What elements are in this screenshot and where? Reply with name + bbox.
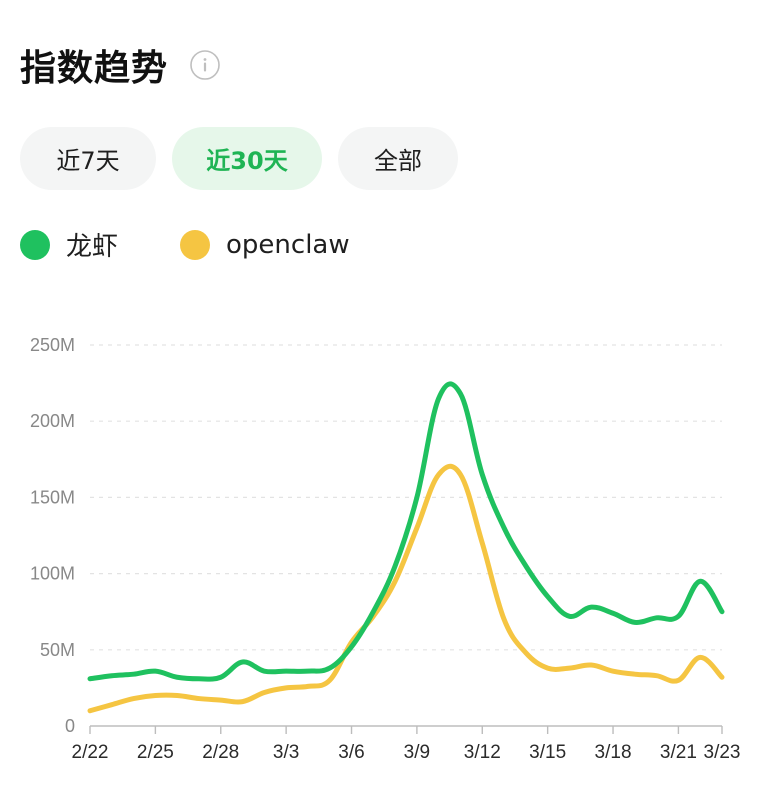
legend-item-series-1[interactable]: 龙虾: [20, 226, 118, 263]
tab-all[interactable]: 全部: [338, 127, 458, 190]
y-tick-label: 50M: [40, 640, 75, 660]
time-range-tabs: 近7天 近30天 全部: [20, 127, 458, 190]
page-title: 指数趋势: [20, 48, 169, 89]
x-tick-label: 3/15: [529, 742, 566, 763]
series-line-longxia: [87, 381, 725, 682]
legend-item-series-2[interactable]: openclaw: [180, 229, 350, 260]
legend-label-series-2: openclaw: [226, 229, 350, 260]
x-tick-label: 3/6: [338, 742, 364, 763]
y-tick-label: 250M: [30, 335, 75, 355]
x-tick-label: 2/28: [202, 742, 239, 763]
y-tick-label: 150M: [30, 487, 75, 507]
x-tick-label: 3/12: [464, 742, 501, 763]
legend-dot-series-2: [180, 229, 211, 260]
tab-30-days[interactable]: 近30天: [172, 127, 322, 190]
y-tick-label: 100M: [30, 564, 75, 584]
x-tick-label: 3/18: [595, 742, 632, 763]
x-tick-label: 3/21: [660, 742, 697, 763]
chart-legend: 龙虾 openclaw: [20, 226, 412, 263]
x-tick-label: 2/25: [137, 742, 174, 763]
series-line-openclaw: [87, 463, 725, 714]
x-tick-label: 3/3: [273, 742, 299, 763]
x-tick-label: 3/9: [404, 742, 430, 763]
info-icon[interactable]: [190, 50, 220, 80]
legend-dot-series-1: [20, 229, 50, 260]
y-tick-label: 200M: [30, 411, 75, 431]
y-tick-label: 0: [65, 716, 75, 736]
x-tick-label: 2/22: [72, 742, 109, 763]
line-chart: 0 50M 100M 150M 200M 250M 2/22 2/25 2/28 3/3 3/6 3/…: [30, 335, 741, 763]
legend-label-series-1: 龙虾: [66, 232, 119, 262]
x-tick-label: 3/23: [704, 742, 741, 763]
tab-7-days[interactable]: 近7天: [20, 127, 156, 190]
header: 指数趋势: [20, 40, 220, 90]
